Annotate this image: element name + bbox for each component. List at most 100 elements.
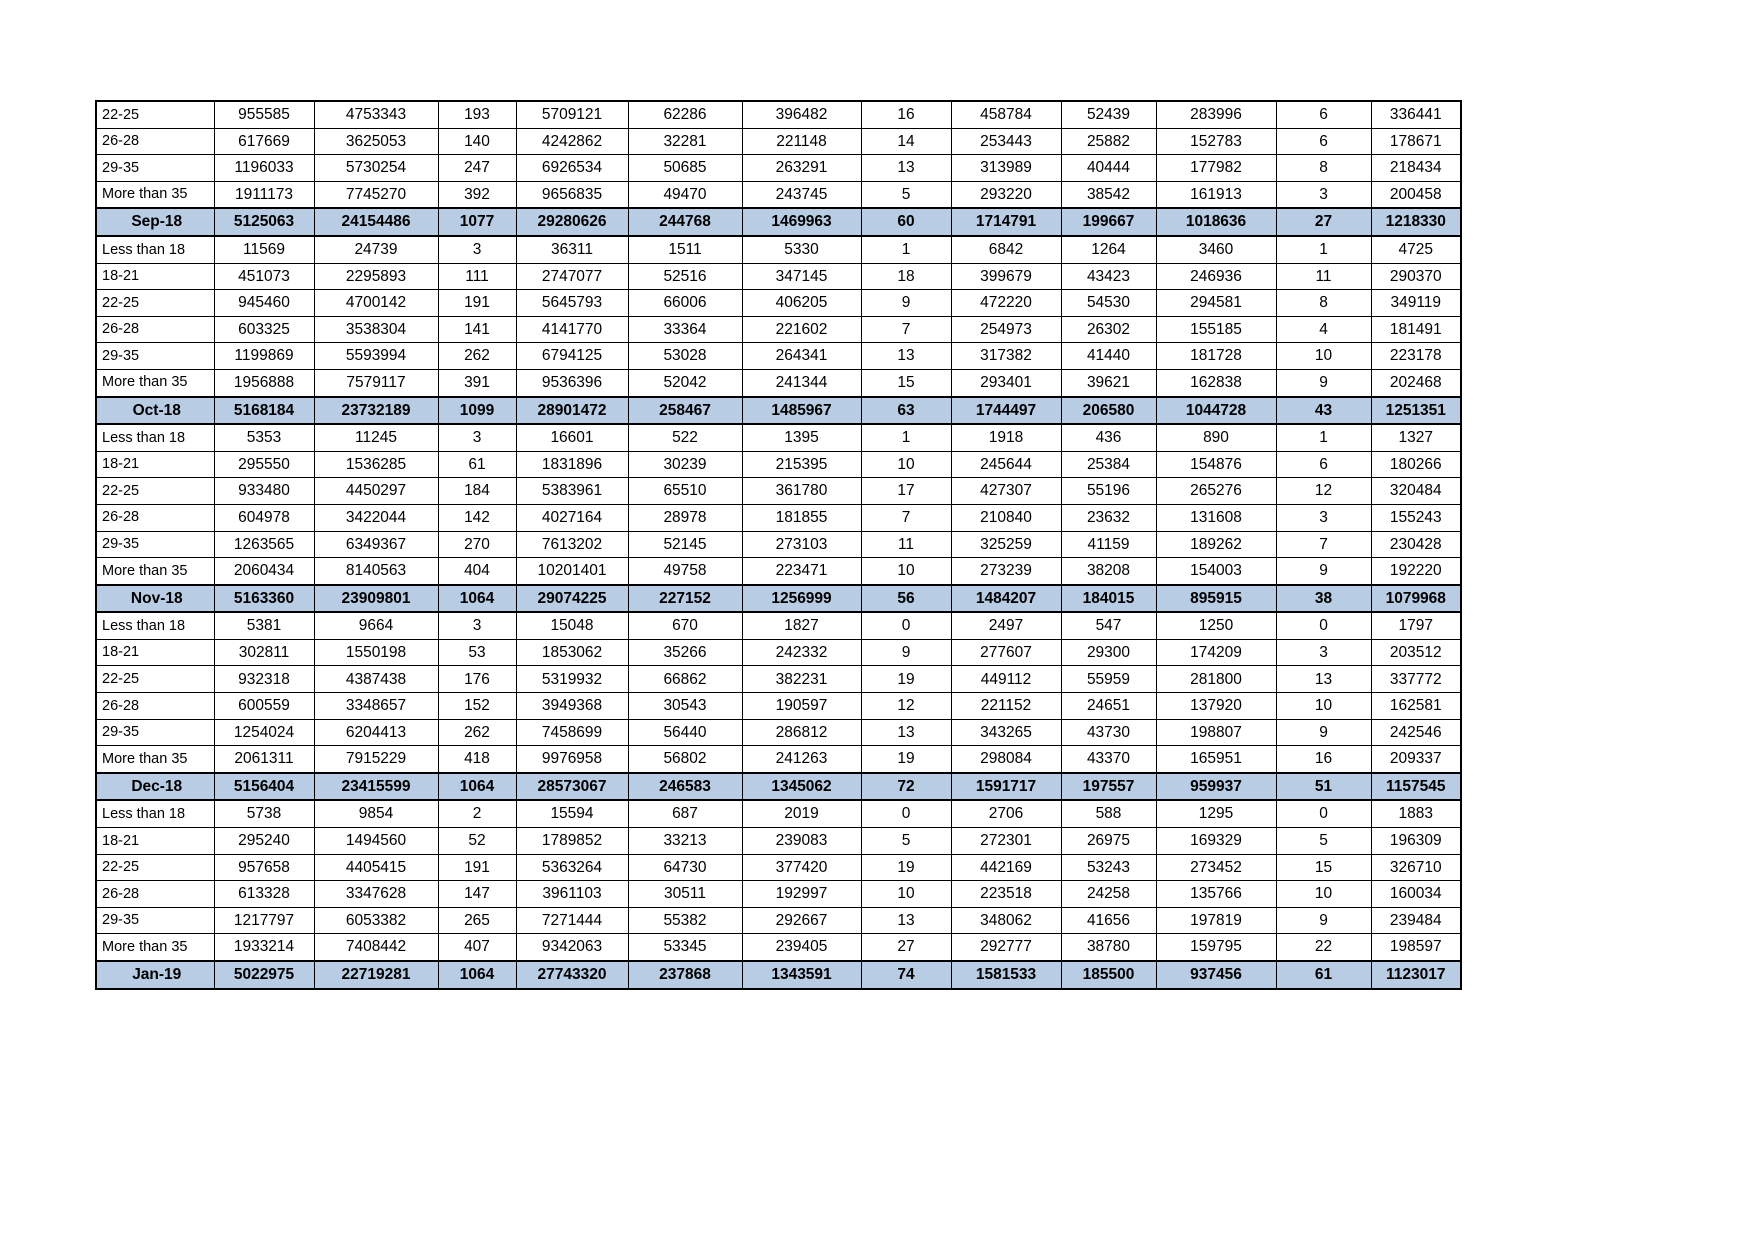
cell: 6842: [950, 235, 1062, 264]
cell: 22: [1275, 933, 1372, 962]
table-row: 18-21 302811 1550198 53 1853062 35266 242332 9 2…: [95, 638, 1462, 667]
cell: 25882: [1060, 127, 1157, 156]
cell: 10: [860, 880, 952, 908]
age-group-label: 22-25: [95, 853, 215, 882]
cell: 38: [1275, 583, 1372, 614]
cell: 6: [1275, 100, 1372, 129]
cell: 55196: [1060, 477, 1157, 505]
cell: 320484: [1370, 477, 1462, 505]
cell: 5353: [213, 423, 315, 452]
cell: 7915229: [313, 745, 439, 774]
cell: 33364: [627, 315, 743, 344]
cell: 418: [437, 745, 517, 774]
cell: 5730254: [313, 154, 439, 182]
cell: 184015: [1060, 583, 1157, 614]
cell: 27743320: [515, 960, 629, 990]
cell: 3538304: [313, 315, 439, 344]
cell: 23415599: [313, 771, 439, 802]
cell: 3: [1275, 503, 1372, 532]
cell: 343265: [950, 718, 1062, 747]
cell: 670: [627, 611, 743, 640]
cell: 52145: [627, 530, 743, 559]
cell: 1263565: [213, 530, 315, 559]
cell: 5022975: [213, 960, 315, 990]
cell: 1251351: [1370, 395, 1462, 426]
cell: 53345: [627, 933, 743, 962]
age-group-label: 29-35: [95, 154, 215, 182]
cell: 52: [437, 827, 517, 855]
cell: 1077: [437, 207, 517, 237]
cell: 74: [860, 960, 952, 990]
cell: 932318: [213, 665, 315, 694]
cell: 246936: [1155, 262, 1277, 291]
cell: 3348657: [313, 692, 439, 720]
cell: 55959: [1060, 665, 1157, 694]
table-row: 26-28 613328 3347628 147 3961103 30511 192997 1…: [95, 880, 1462, 908]
cell: 191: [437, 289, 517, 317]
cell: 61: [1275, 960, 1372, 990]
cell: 169329: [1155, 827, 1277, 855]
cell: 600559: [213, 692, 315, 720]
cell: 30543: [627, 692, 743, 720]
cell: 181491: [1370, 315, 1462, 344]
cell: 32281: [627, 127, 743, 156]
cell: 5: [860, 180, 952, 209]
cell: 1918: [950, 423, 1062, 452]
cell: 135766: [1155, 880, 1277, 908]
cell: 337772: [1370, 665, 1462, 694]
age-group-label: 22-25: [95, 289, 215, 317]
cell: 451073: [213, 262, 315, 291]
table-row: 22-25 933480 4450297 184 5383961 65510 361780 1…: [95, 477, 1462, 505]
cell: 273452: [1155, 853, 1277, 882]
cell: 281800: [1155, 665, 1277, 694]
cell: 245644: [950, 450, 1062, 479]
cell: 189262: [1155, 530, 1277, 559]
cell: 890: [1155, 423, 1277, 452]
cell: 1: [1275, 423, 1372, 452]
age-group-label: 29-35: [95, 530, 215, 559]
cell: 265: [437, 906, 517, 935]
table-row: 18-21 295240 1494560 52 1789852 33213 239083 5 2…: [95, 827, 1462, 855]
cell: 200458: [1370, 180, 1462, 209]
cell: 5363264: [515, 853, 629, 882]
table-row: Less than 18 5381 9664 3 15048 670 1827 0 2497 54…: [95, 611, 1462, 640]
cell: 43: [1275, 395, 1372, 426]
cell: 547: [1060, 611, 1157, 640]
cell: 137920: [1155, 692, 1277, 720]
cell: 1345062: [741, 771, 862, 802]
cell: 161913: [1155, 180, 1277, 209]
cell: 449112: [950, 665, 1062, 694]
cell: 2295893: [313, 262, 439, 291]
cell: 9: [1275, 718, 1372, 747]
cell: 427307: [950, 477, 1062, 505]
cell: 26975: [1060, 827, 1157, 855]
cell: 237868: [627, 960, 743, 990]
cell: 12: [860, 692, 952, 720]
cell: 247: [437, 154, 517, 182]
age-group-label: 26-28: [95, 880, 215, 908]
cell: 13: [1275, 665, 1372, 694]
table-row: 29-35 1217797 6053382 265 7271444 55382 292667…: [95, 906, 1462, 935]
age-group-label: More than 35: [95, 745, 215, 774]
cell: 239484: [1370, 906, 1462, 935]
cell: 199667: [1060, 207, 1157, 237]
cell: 1254024: [213, 718, 315, 747]
cell: 2019: [741, 799, 862, 829]
cell: 1911173: [213, 180, 315, 209]
cell: 6794125: [515, 342, 629, 370]
cell: 198597: [1370, 933, 1462, 962]
cell: 292667: [741, 906, 862, 935]
table-row: 26-28 603325 3538304 141 4141770 33364 221602 7…: [95, 315, 1462, 344]
cell: 52042: [627, 368, 743, 398]
cell: 9: [1275, 906, 1372, 935]
cell: 1256999: [741, 583, 862, 614]
cell: 36311: [515, 235, 629, 264]
age-group-label: More than 35: [95, 368, 215, 398]
cell: 5738: [213, 799, 315, 829]
cell: 1157545: [1370, 771, 1462, 802]
age-group-label: More than 35: [95, 557, 215, 586]
cell: 294581: [1155, 289, 1277, 317]
table-row: 26-28 600559 3348657 152 3949368 30543 190597 1…: [95, 692, 1462, 720]
cell: 325259: [950, 530, 1062, 559]
cell: 1797: [1370, 611, 1462, 640]
